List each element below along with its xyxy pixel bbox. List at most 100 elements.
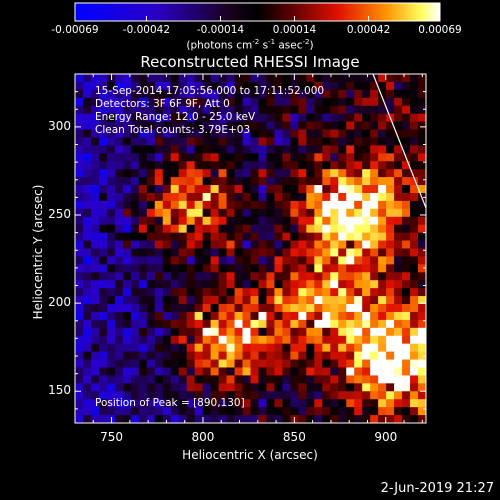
heatmap-cell bbox=[210, 216, 219, 226]
heatmap-cell bbox=[290, 351, 299, 360]
heatmap-cell bbox=[282, 383, 291, 392]
heatmap-cell bbox=[226, 105, 235, 115]
heatmap-cell bbox=[274, 177, 283, 186]
heatmap-cell bbox=[90, 129, 100, 138]
heatmap-cell bbox=[106, 240, 116, 249]
heatmap-cell bbox=[75, 185, 84, 194]
heatmap-cell bbox=[154, 81, 164, 91]
heatmap-cell bbox=[218, 359, 227, 368]
heatmap-cell bbox=[354, 97, 363, 107]
heatmap-cell bbox=[306, 327, 315, 337]
heatmap-cell bbox=[90, 169, 100, 178]
heatmap-cell bbox=[378, 335, 387, 345]
heatmap-cell bbox=[114, 200, 124, 210]
heatmap-cell bbox=[234, 335, 243, 345]
heatmap-cell bbox=[75, 280, 84, 289]
heatmap-cell bbox=[258, 280, 267, 289]
heatmap-cell bbox=[82, 399, 92, 408]
heatmap-cell bbox=[266, 232, 275, 241]
heatmap-cell bbox=[346, 399, 355, 408]
heatmap-cell bbox=[242, 351, 251, 360]
heatmap-cell bbox=[402, 240, 411, 249]
heatmap-cell bbox=[346, 232, 355, 241]
heatmap-cell bbox=[266, 97, 275, 107]
heatmap-cell bbox=[298, 407, 307, 416]
heatmap-cell bbox=[242, 391, 251, 400]
heatmap-cell bbox=[394, 216, 403, 226]
heatmap-cell bbox=[75, 113, 84, 122]
heatmap-cell bbox=[322, 319, 331, 329]
heatmap-cell bbox=[162, 121, 172, 130]
heatmap-cell bbox=[322, 224, 331, 234]
heatmap-cell bbox=[354, 319, 363, 329]
heatmap-cell bbox=[82, 256, 92, 265]
heatmap-cell bbox=[82, 121, 92, 130]
heatmap-cell bbox=[418, 208, 426, 218]
heatmap-cell bbox=[314, 208, 323, 218]
heatmap-cell bbox=[258, 161, 267, 170]
heatmap-cell bbox=[282, 327, 291, 337]
heatmap-cell bbox=[258, 256, 267, 265]
heatmap-cell bbox=[154, 288, 164, 297]
heatmap-cell bbox=[170, 407, 180, 416]
heatmap-cell bbox=[114, 272, 124, 281]
heatmap-cell bbox=[138, 375, 148, 384]
heatmap-cell bbox=[290, 272, 299, 281]
heatmap-cell bbox=[170, 129, 180, 138]
heatmap-cell bbox=[338, 232, 347, 241]
heatmap-cell bbox=[314, 137, 323, 146]
heatmap-cell bbox=[410, 335, 419, 345]
heatmap-cell bbox=[162, 105, 172, 115]
heatmap-cell bbox=[346, 192, 355, 202]
heatmap-cell bbox=[282, 200, 291, 210]
colorbar-tick-label: -0.00042 bbox=[122, 24, 171, 36]
heatmap-cell bbox=[290, 216, 299, 226]
heatmap-cell bbox=[82, 351, 92, 360]
heatmap-cell bbox=[394, 224, 403, 234]
heatmap-cell bbox=[242, 105, 251, 115]
heatmap-cell bbox=[410, 343, 419, 353]
heatmap-cell bbox=[394, 359, 403, 368]
heatmap-cell bbox=[418, 407, 426, 416]
heatmap-cell bbox=[410, 153, 419, 162]
heatmap-cell bbox=[250, 375, 259, 384]
heatmap-cell bbox=[186, 288, 196, 297]
heatmap-cell bbox=[386, 224, 395, 234]
heatmap-cell bbox=[354, 415, 363, 423]
heatmap-cell bbox=[250, 264, 259, 273]
heatmap-cell bbox=[298, 415, 307, 423]
heatmap-cell bbox=[90, 185, 100, 194]
heatmap-cell bbox=[154, 121, 164, 130]
heatmap-cell bbox=[410, 81, 419, 91]
heatmap-cell bbox=[154, 153, 164, 162]
heatmap-cell bbox=[410, 192, 419, 202]
heatmap-cell bbox=[362, 169, 371, 178]
heatmap-cell bbox=[274, 391, 283, 400]
heatmap-cell bbox=[98, 248, 108, 257]
heatmap-cell bbox=[218, 129, 227, 138]
heatmap-cell bbox=[370, 161, 379, 170]
heatmap-cell bbox=[370, 399, 379, 408]
heatmap-cell bbox=[170, 327, 180, 337]
heatmap-cell bbox=[194, 335, 204, 345]
heatmap-cell bbox=[394, 280, 403, 289]
heatmap-cell bbox=[386, 105, 395, 115]
heatmap-cell bbox=[346, 407, 355, 416]
heatmap-cell bbox=[114, 81, 124, 91]
heatmap-cell bbox=[146, 343, 156, 353]
heatmap-cell bbox=[394, 256, 403, 265]
heatmap-cell bbox=[202, 256, 212, 265]
heatmap-cell bbox=[242, 311, 251, 321]
heatmap-cell bbox=[226, 256, 235, 265]
heatmap-cell bbox=[130, 216, 140, 226]
heatmap-cell bbox=[274, 319, 283, 329]
heatmap-cell bbox=[138, 240, 148, 249]
heatmap-cell bbox=[378, 359, 387, 368]
heatmap-cell bbox=[90, 200, 100, 210]
heatmap-cell bbox=[154, 391, 164, 400]
heatmap-cell bbox=[298, 153, 307, 162]
heatmap-cell bbox=[410, 169, 419, 178]
heatmap-cell bbox=[410, 248, 419, 257]
heatmap-cell bbox=[242, 280, 251, 289]
heatmap-cell bbox=[154, 137, 164, 146]
